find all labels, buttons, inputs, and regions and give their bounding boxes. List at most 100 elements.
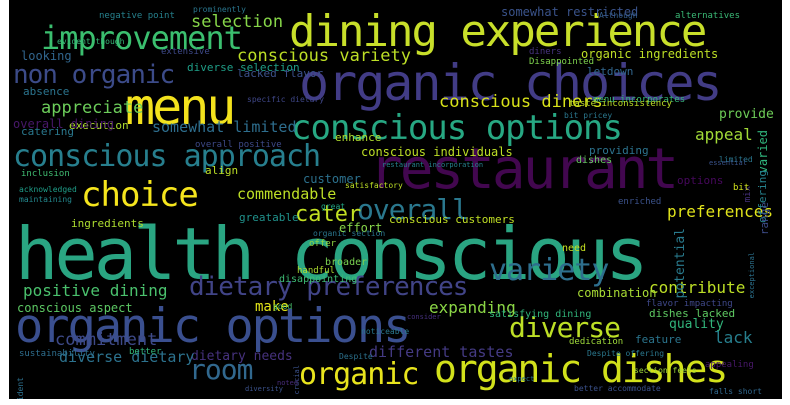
word: restaurant — [369, 137, 679, 202]
word: better accommodate — [574, 384, 661, 393]
word: effort — [339, 221, 383, 235]
word: catering — [21, 125, 74, 138]
word: conscious options — [291, 108, 623, 148]
word: appealing — [705, 360, 754, 370]
word: ingredients — [71, 217, 144, 230]
word: expanding — [429, 298, 516, 317]
word: Disappointed — [529, 57, 595, 67]
word: appreciate — [41, 98, 144, 118]
word: feature — [635, 333, 682, 346]
word: evident — [16, 377, 25, 399]
word: dining experience — [289, 6, 707, 57]
word: commitment — [55, 330, 158, 350]
word: make — [255, 299, 289, 315]
word: menu incorporates — [593, 95, 686, 105]
word: good — [273, 302, 293, 311]
word: specific dietary — [247, 95, 325, 104]
word: dishes lacked — [649, 307, 736, 320]
word: provide — [719, 107, 774, 122]
word: dietary preferences — [189, 272, 468, 302]
word: enriched — [618, 197, 662, 207]
word: dishes — [576, 155, 613, 166]
word: organic — [299, 357, 419, 392]
word: offer — [309, 239, 337, 249]
word: enhance — [335, 131, 382, 144]
word: conscious aspect — [17, 301, 133, 315]
word: extensive — [161, 47, 210, 57]
word: conscious diners — [439, 92, 603, 112]
word: alternatives — [675, 11, 741, 21]
word: health conscious — [15, 212, 649, 296]
word: acknowledged — [19, 185, 77, 194]
word: satisfying dining — [489, 309, 592, 320]
word: essential — [709, 159, 747, 167]
word: looking — [21, 49, 72, 63]
word: contribute — [649, 278, 746, 297]
word: conscious customers — [389, 213, 515, 226]
word: lacked flavor — [237, 67, 324, 80]
word: organic section — [313, 229, 386, 238]
word: falls short — [709, 387, 762, 396]
word: negative point — [99, 11, 175, 21]
word: taste inconsistency — [569, 99, 672, 109]
word: customer — [303, 172, 361, 186]
word: organic options — [15, 299, 411, 354]
word: menu — [125, 78, 236, 136]
word: providing — [589, 144, 649, 157]
word: lack — [714, 328, 753, 347]
word: improvement — [41, 19, 243, 57]
word: organic dishes — [434, 347, 728, 391]
word: maintaining — [19, 195, 72, 204]
word: disappointing — [279, 274, 358, 285]
word: commendable — [237, 185, 337, 203]
word: options — [677, 174, 724, 187]
word: overall — [357, 193, 469, 226]
word: exceptional — [748, 252, 756, 299]
word: bit pricey — [564, 111, 613, 120]
word: organic choices — [299, 54, 723, 112]
word: positive dining — [23, 281, 168, 300]
word: preferences — [667, 202, 773, 221]
word: Despite offering — [587, 349, 665, 358]
word: align — [205, 164, 239, 177]
word: restaurant incorporation — [382, 161, 484, 169]
word: better — [129, 347, 162, 357]
word: section feels — [634, 366, 697, 375]
word: diverse selection — [187, 61, 300, 74]
word: selection — [191, 12, 284, 32]
word: combination — [577, 286, 657, 300]
word: noted — [277, 379, 299, 387]
word: Although — [599, 11, 638, 20]
word: diverse — [509, 311, 621, 344]
word: conscious approach — [13, 139, 321, 174]
word: overall positive — [195, 140, 282, 150]
word: non organic — [13, 60, 175, 90]
word: letdown — [587, 65, 634, 78]
word-cloud: health conscious organic options dining … — [9, 0, 782, 399]
word: expect — [509, 375, 535, 383]
word: dedication — [569, 337, 624, 347]
word: consider — [407, 313, 441, 321]
word: range — [758, 202, 771, 236]
word: broader — [325, 257, 368, 268]
word: somewhat limited — [152, 118, 297, 136]
word: conscious variety — [237, 46, 411, 66]
word: noticeable — [361, 327, 410, 336]
word: somewhat restricted — [501, 5, 639, 19]
word: room — [189, 353, 253, 386]
word: sustainability — [19, 349, 95, 359]
word: conscious individuals — [361, 145, 513, 159]
word: choice — [81, 175, 199, 215]
word: potential — [673, 228, 688, 299]
word: diverse dietary — [59, 348, 195, 366]
word: satisfactory — [345, 181, 403, 190]
word: handful — [297, 266, 335, 276]
word: quality — [669, 317, 724, 332]
word: prominently — [193, 5, 246, 14]
word: greatable — [239, 211, 299, 224]
word: variety — [489, 253, 609, 288]
word: execution — [69, 119, 129, 132]
word: bit — [733, 183, 750, 193]
word: overall dining — [13, 117, 115, 131]
word: inclusion — [21, 169, 70, 179]
